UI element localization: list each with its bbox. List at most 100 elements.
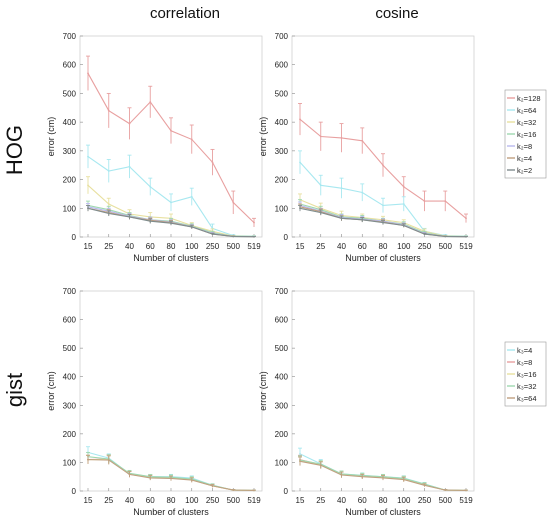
x-tick-label: 519 <box>459 242 473 251</box>
data-point <box>253 221 255 224</box>
data-point <box>170 201 172 204</box>
x-tick-label: 60 <box>358 242 367 251</box>
x-tick-label: 40 <box>337 496 346 505</box>
data-point <box>402 224 405 227</box>
data-point <box>444 489 447 492</box>
x-axis-label: Number of clusters <box>345 253 421 263</box>
x-tick-label: 500 <box>439 496 453 505</box>
data-point <box>128 473 131 476</box>
series-0 <box>86 446 256 492</box>
data-point <box>319 464 322 467</box>
y-tick-label: 700 <box>275 32 289 41</box>
data-point <box>423 200 426 203</box>
data-point <box>253 489 255 492</box>
data-point <box>382 164 384 167</box>
data-point <box>170 222 172 225</box>
y-axis-label: error (cm) <box>258 117 268 157</box>
y-tick-label: 500 <box>63 344 77 353</box>
y-tick-label: 600 <box>275 61 289 70</box>
x-tick-label: 100 <box>185 496 199 505</box>
data-point <box>128 165 131 168</box>
data-point <box>465 235 467 238</box>
x-tick-label: 250 <box>206 242 220 251</box>
data-point <box>211 484 214 487</box>
row-title-gist: gist <box>2 373 27 407</box>
data-point <box>170 477 172 480</box>
data-point <box>232 235 235 238</box>
series-line <box>87 456 255 491</box>
legend-entry: k₃=8 <box>517 358 532 367</box>
data-point <box>382 204 384 207</box>
y-tick-label: 0 <box>284 233 289 242</box>
series-line <box>299 453 467 491</box>
data-point <box>340 187 343 190</box>
y-tick-label: 100 <box>275 204 289 213</box>
series-line <box>87 451 255 491</box>
y-tick-label: 400 <box>63 373 77 382</box>
y-tick-label: 700 <box>63 32 77 41</box>
y-tick-label: 200 <box>63 430 77 439</box>
x-tick-label: 100 <box>397 496 411 505</box>
legend-entry: k₂=8 <box>517 142 532 151</box>
data-point <box>340 474 343 476</box>
data-point <box>299 452 301 455</box>
data-point <box>444 200 447 203</box>
data-point <box>149 220 152 223</box>
y-tick-label: 0 <box>72 487 77 496</box>
data-point <box>319 211 322 214</box>
data-point <box>170 129 172 132</box>
data-point <box>149 185 152 188</box>
y-tick-label: 400 <box>275 118 289 127</box>
data-point <box>402 203 405 205</box>
data-point <box>382 221 384 224</box>
legend-entry: k₂=32 <box>517 118 536 127</box>
legend-entry: k₃=64 <box>517 394 537 403</box>
data-point <box>319 135 322 138</box>
legend-entry: k₃=4 <box>517 346 532 355</box>
x-tick-label: 80 <box>167 242 176 251</box>
y-tick-label: 100 <box>63 458 77 467</box>
y-tick-label: 200 <box>275 176 289 185</box>
data-point <box>87 207 89 210</box>
legend-entry: k₂=128 <box>517 94 541 103</box>
legend-hog: k₂=128 k₂=64 k₂=32 k₂=16 k₂=8 k₂=4 k₂=2 <box>504 89 547 179</box>
x-tick-label: 519 <box>247 496 261 505</box>
data-point <box>190 195 193 198</box>
legend-entry: k₂=4 <box>517 154 532 163</box>
x-tick-label: 500 <box>227 496 241 505</box>
data-point <box>211 233 214 236</box>
data-point <box>423 484 426 487</box>
data-point <box>253 235 255 238</box>
x-tick-label: 25 <box>104 496 113 505</box>
legend-entry: k₃=32 <box>517 382 537 391</box>
y-tick-label: 200 <box>275 430 289 439</box>
data-point <box>87 155 89 158</box>
legend-entry: k₂=2 <box>517 166 532 175</box>
x-tick-label: 25 <box>104 242 113 251</box>
data-point <box>107 459 110 462</box>
y-axis-label: error (cm) <box>46 117 56 157</box>
col-title-correlation: correlation <box>150 5 220 22</box>
x-axis-label: Number of clusters <box>133 253 209 263</box>
data-point <box>465 217 467 220</box>
x-tick-label: 60 <box>358 496 367 505</box>
series-6 <box>298 204 468 238</box>
y-tick-label: 300 <box>275 147 289 156</box>
y-tick-label: 600 <box>275 316 289 325</box>
y-tick-label: 400 <box>275 373 289 382</box>
series-1 <box>298 454 468 492</box>
data-point <box>340 217 343 220</box>
x-tick-label: 80 <box>379 496 388 505</box>
x-tick-label: 80 <box>167 496 176 505</box>
series-3 <box>86 451 256 492</box>
y-tick-label: 200 <box>63 176 77 185</box>
x-tick-label: 500 <box>439 242 453 251</box>
x-tick-label: 60 <box>146 242 155 251</box>
data-point <box>423 233 426 236</box>
y-tick-label: 0 <box>72 233 77 242</box>
data-point <box>232 201 235 204</box>
x-tick-label: 60 <box>146 496 155 505</box>
data-point <box>211 161 214 164</box>
y-tick-label: 0 <box>284 487 289 496</box>
